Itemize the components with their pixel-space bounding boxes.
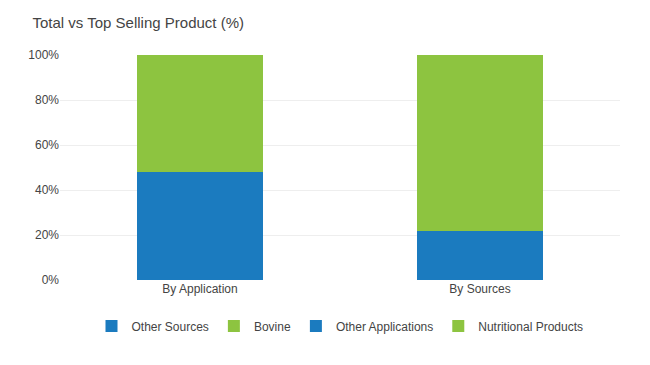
- svg-text:By Sources: By Sources: [449, 282, 510, 296]
- svg-text:Total vs Top Selling Product (: Total vs Top Selling Product (%): [33, 14, 245, 31]
- svg-text:100%: 100%: [28, 48, 59, 62]
- svg-text:Other Sources: Other Sources: [132, 320, 209, 334]
- svg-text:80%: 80%: [35, 93, 59, 107]
- svg-text:60%: 60%: [35, 138, 59, 152]
- svg-text:Other Applications: Other Applications: [336, 320, 433, 334]
- svg-text:20%: 20%: [35, 228, 59, 242]
- svg-text:0%: 0%: [42, 273, 60, 287]
- svg-text:By Application: By Application: [162, 282, 237, 296]
- svg-text:Bovine: Bovine: [254, 320, 291, 334]
- svg-text:Nutritional Products: Nutritional Products: [478, 320, 583, 334]
- svg-text:40%: 40%: [35, 183, 59, 197]
